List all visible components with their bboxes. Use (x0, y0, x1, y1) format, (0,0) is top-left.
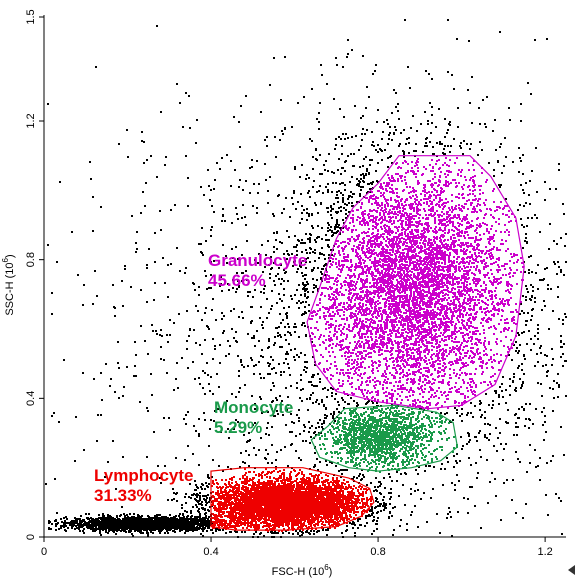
event-dots-1a9a4a (318, 406, 458, 473)
gate-label-lymphocyte: Lymphocyte (94, 466, 194, 485)
x-tick-label: 1.2 (537, 546, 552, 558)
gate-lymphocyte[interactable] (210, 467, 375, 531)
x-axis-title: FSC-H (106) (272, 563, 333, 578)
gate-outlines (210, 155, 525, 531)
y-tick-label: 0 (25, 534, 37, 540)
gate-label-granulocyte: Granulocyte (208, 251, 307, 270)
x-tick-label: 0.8 (370, 546, 385, 558)
x-tick-label: 0 (41, 546, 47, 558)
event-dots (45, 19, 567, 538)
event-dots-cc00cc (309, 157, 524, 410)
gate-granulocyte[interactable] (306, 155, 525, 410)
x-tick-label: 0.4 (203, 546, 218, 558)
y-tick-label: 0.4 (25, 391, 37, 406)
gate-percent-monocyte: 5.29% (214, 418, 262, 437)
gate-percent-lymphocyte: 31.33% (94, 486, 152, 505)
gate-label-monocyte: Monocyte (214, 398, 293, 417)
y-tick-label: 1.2 (25, 113, 37, 128)
y-axis-title: SSC-H (106) (1, 254, 16, 315)
axes: 0 0.4 0.8 1.2 0 0.4 0.8 1.2 1.5 (25, 9, 566, 558)
collapse-arrow-icon[interactable] (568, 565, 575, 575)
event-dots-ee0000 (211, 468, 373, 532)
y-tick-label: 0.8 (25, 252, 37, 267)
event-dots-000000 (45, 19, 567, 538)
gate-monocyte[interactable] (310, 404, 459, 472)
y-tick-label: 1.5 (25, 9, 37, 24)
gate-percent-granulocyte: 45.66% (208, 271, 266, 290)
